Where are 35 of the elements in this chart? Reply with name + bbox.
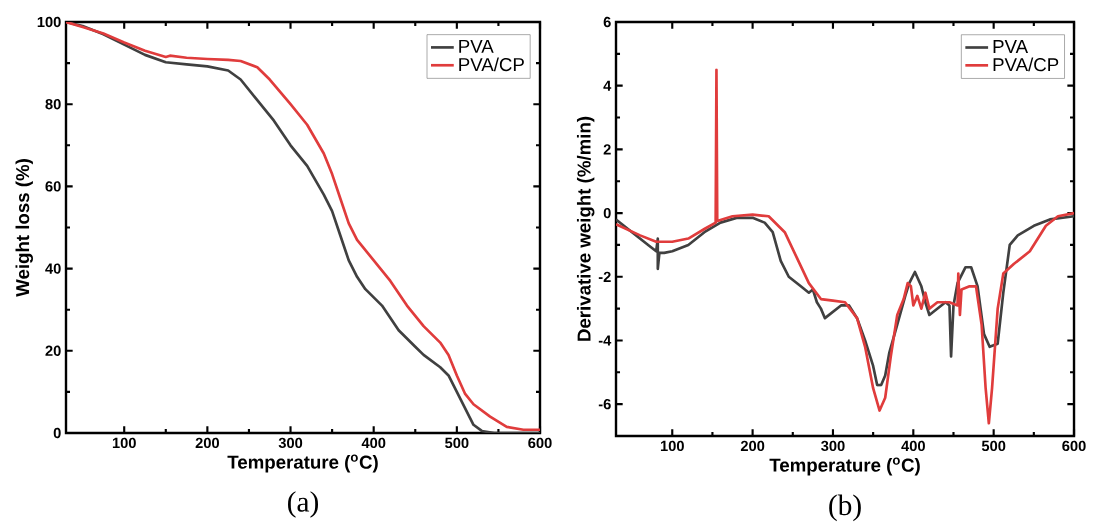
y-tick-label: -4 [598, 335, 612, 346]
x-tick-label: 200 [740, 440, 765, 452]
y-tick-label: 0 [603, 207, 611, 219]
y-tick-label: 40 [45, 263, 61, 274]
x-tick-label: 600 [528, 437, 552, 449]
y-axis-title: Derivative weight (%/min) [576, 116, 595, 341]
x-tick-label: 300 [821, 440, 845, 452]
x-tick-label: 300 [278, 437, 303, 449]
y-tick-label: 20 [45, 345, 61, 356]
x-tick-label: 400 [901, 440, 925, 452]
y-tick-label: 2 [603, 144, 611, 155]
text: (a) [288, 491, 318, 518]
x-tick-label: 600 [1062, 440, 1086, 452]
x-axis-title: Temperature ($^{o}$C) [769, 457, 920, 476]
y-tick-label: -6 [598, 398, 611, 410]
y-tick-label: -2 [598, 271, 611, 282]
legend-label: PVA [459, 39, 494, 53]
y-tick-label: 60 [45, 181, 61, 192]
y-axis-title: Weight loss (%) [15, 159, 33, 297]
x-tick-label: 500 [981, 440, 1006, 452]
legend-label: PVA/CP [459, 57, 524, 72]
x-tick-label: 500 [445, 437, 469, 449]
legend-label: PVA/CP [993, 57, 1059, 72]
x-tick-label: 100 [660, 440, 684, 452]
x-axis-title: Temperature ($^{o}$C) [227, 454, 378, 473]
text: (b) [829, 494, 861, 522]
y-tick-label: 4 [603, 80, 612, 91]
y-tick-label: 100 [37, 16, 61, 28]
x-tick-label: 200 [195, 437, 219, 449]
y-tick-label: 80 [45, 99, 61, 110]
x-tick-label: 400 [361, 437, 386, 449]
x-tick-label: 100 [112, 437, 136, 449]
y-tick-label: 0 [53, 427, 61, 439]
legend-label: PVA [993, 40, 1029, 53]
y-tick-label: 6 [603, 16, 611, 28]
